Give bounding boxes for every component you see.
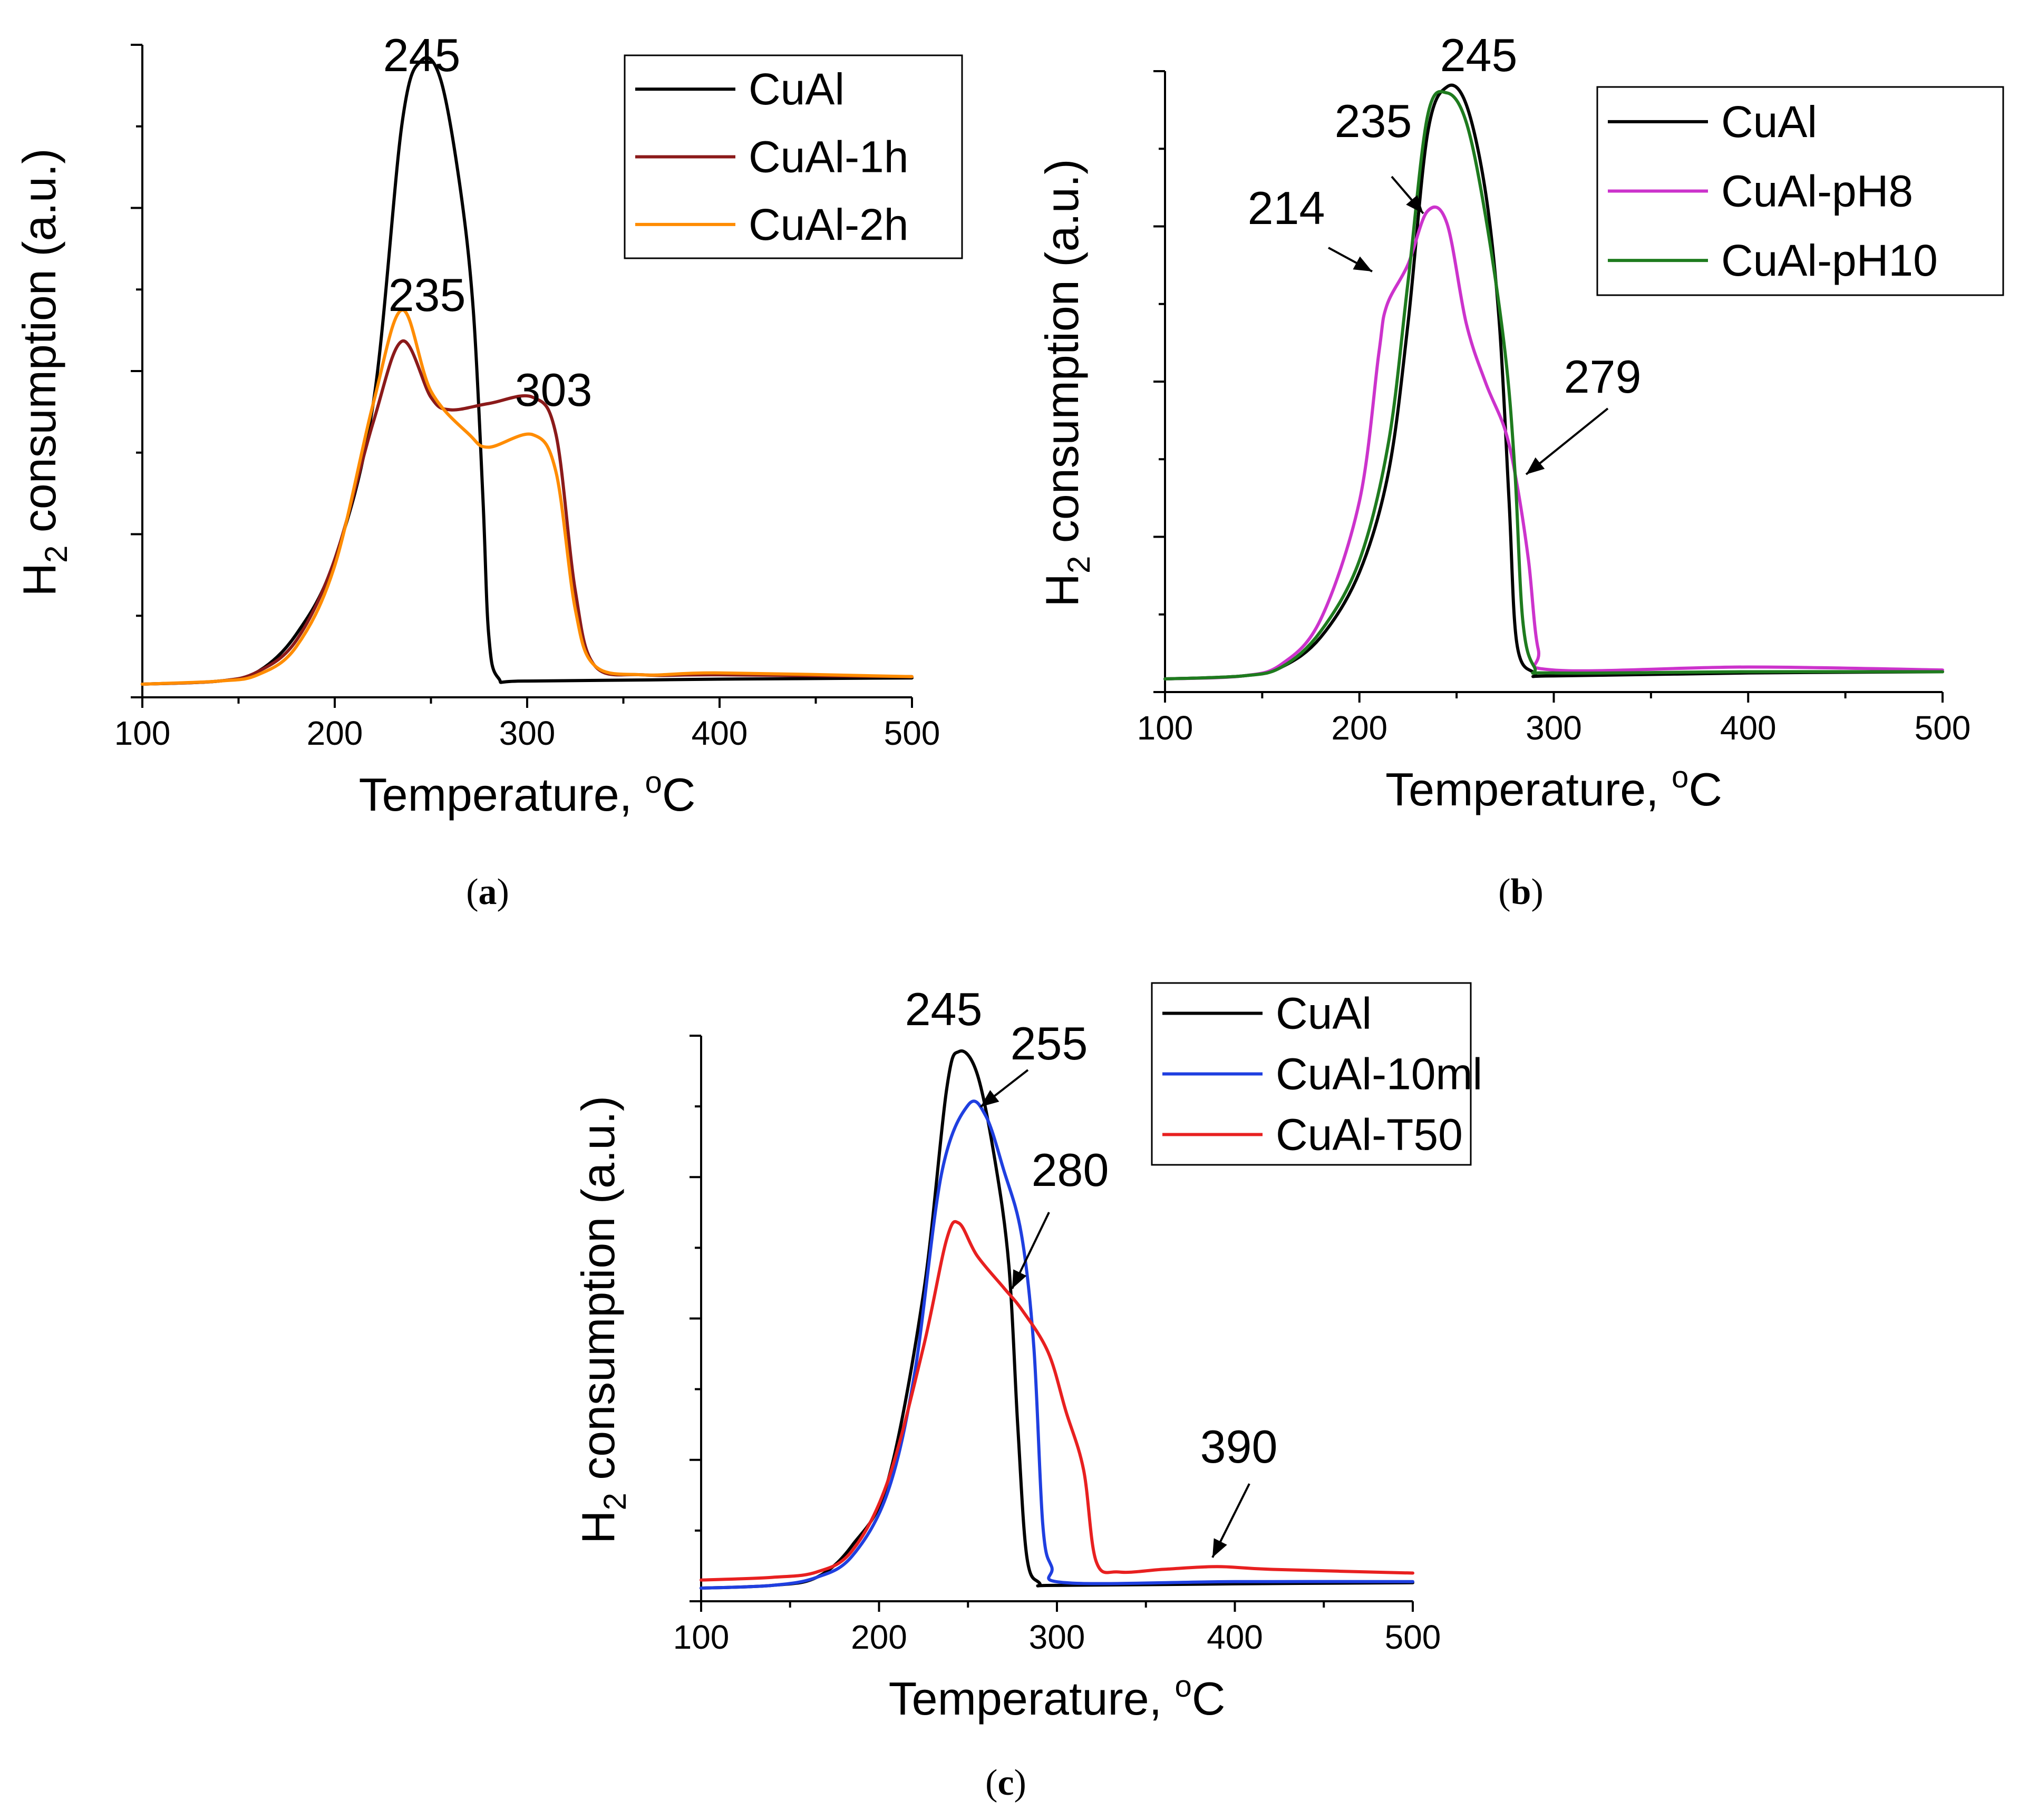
y-axis-label: H2 consumption (a.u.) (572, 1096, 633, 1544)
x-axis-label-text: Temperature, (359, 768, 645, 821)
x-tick-label: 200 (851, 1618, 907, 1656)
panel-label-open: ( (466, 872, 478, 912)
peak-annotation: 280 (1032, 1144, 1109, 1196)
x-axis-label-text: Temperature, (1385, 763, 1672, 815)
x-tick-label: 300 (1029, 1618, 1085, 1656)
y-axis-label-rest: consumption (a.u.) (572, 1096, 624, 1493)
x-tick-label: 500 (884, 714, 940, 752)
x-axis-label-unit: C (662, 768, 696, 821)
x-axis-label-unit: C (1192, 1672, 1226, 1725)
panel-label-open: ( (985, 1763, 997, 1803)
x-axis-label-sup: o (1175, 1669, 1192, 1704)
peak-annotation: 303 (515, 364, 593, 416)
panel-label-letter: c (997, 1763, 1014, 1803)
panel-label-close: ) (497, 872, 509, 912)
legend-label: CuAl-2h (749, 200, 908, 249)
legend-label: CuAl (1721, 97, 1817, 147)
x-axis-label-sup: o (1672, 760, 1688, 794)
panel-label-letter: b (1511, 872, 1531, 912)
legend-label: CuAl-pH10 (1721, 236, 1938, 285)
x-axis-label: Temperature, oC (1385, 760, 1722, 815)
x-tick-label: 400 (692, 714, 748, 752)
x-axis-label-sup: o (645, 765, 662, 800)
panel-label-open: ( (1498, 872, 1510, 912)
x-tick-label: 400 (1720, 709, 1777, 747)
panel-a: 100 200 300 400 500 Temperature, oC H2 consump… (13, 29, 963, 912)
panel-c: 100 200 300 400 500 Temperature, oC H2 consump… (572, 982, 1482, 1803)
x-tick-label: 500 (1385, 1618, 1441, 1656)
peak-annotation: 255 (1011, 1017, 1088, 1069)
panel-label: (a) (466, 872, 509, 912)
peak-annotation: 245 (383, 29, 461, 81)
y-axis-label-sub: 2 (597, 1493, 633, 1510)
y-axis-label-rest: consumption (a.u.) (1036, 159, 1088, 556)
x-tick-label: 300 (1526, 709, 1582, 747)
legend-label: CuAl-T50 (1276, 1110, 1463, 1160)
annotation-arrowhead (1406, 195, 1423, 213)
annotation-arrowhead (1212, 1538, 1227, 1558)
panel-label-close: ) (1531, 872, 1543, 912)
series-line-cual-10ml (700, 1099, 1414, 1590)
series-line-cual (700, 1049, 1414, 1590)
annotation-arrowhead (1012, 1269, 1027, 1289)
series-line-cual (1163, 83, 1944, 680)
y-axis-label-main: H (572, 1511, 624, 1544)
panel-label: (c) (985, 1763, 1026, 1803)
x-tick-label: 100 (114, 714, 171, 752)
series-line-cual-ph8 (1163, 205, 1944, 680)
x-tick-label: 100 (1137, 709, 1193, 747)
legend-label: CuAl (1276, 989, 1372, 1038)
peak-annotation: 245 (1440, 29, 1518, 81)
panel-label-letter: a (479, 872, 497, 912)
legend-label: CuAl-1h (749, 132, 908, 182)
y-axis-label-main: H (13, 563, 65, 597)
y-axis-label: H2 consumption (a.u.) (1036, 159, 1096, 607)
y-axis-label: H2 consumption (a.u.) (13, 148, 74, 596)
annotation-arrowhead (981, 1090, 999, 1107)
peak-annotation: 235 (389, 269, 466, 321)
x-tick-label: 200 (307, 714, 363, 752)
peak-annotation: 214 (1248, 182, 1325, 234)
annotation-arrowhead (1526, 457, 1545, 474)
x-axis-label-text: Temperature, (889, 1672, 1175, 1725)
series-line-cual-t50 (700, 1220, 1414, 1582)
y-axis-label-rest: consumption (a.u.) (13, 148, 65, 545)
y-axis-label-sub: 2 (38, 546, 74, 563)
series-line-cual-ph10 (1163, 90, 1944, 680)
x-axis-label: Temperature, oC (889, 1669, 1226, 1725)
series-line-cual (141, 56, 914, 686)
x-tick-label: 300 (499, 714, 556, 752)
x-axis-label: Temperature, oC (359, 765, 696, 821)
panel-label-close: ) (1014, 1763, 1026, 1803)
x-tick-label: 500 (1915, 709, 1971, 747)
legend-label: CuAl (749, 64, 845, 114)
peak-annotation: 235 (1335, 95, 1412, 147)
panel-label: (b) (1498, 872, 1544, 912)
series-line-cual-2h (141, 308, 914, 686)
panel-b: 100 200 300 400 500 Temperature, oC H2 consump… (1036, 29, 2004, 912)
x-tick-label: 100 (673, 1618, 730, 1656)
y-axis-label-main: H (1036, 573, 1088, 607)
legend-label: CuAl-10ml (1276, 1049, 1482, 1099)
peak-annotation: 390 (1200, 1420, 1278, 1473)
legend-label: CuAl-pH8 (1721, 167, 1913, 216)
peak-annotation: 279 (1564, 351, 1642, 403)
x-tick-label: 200 (1331, 709, 1387, 747)
x-axis-label-unit: C (1688, 763, 1722, 815)
peak-annotation: 245 (905, 983, 983, 1035)
y-axis-label-sub: 2 (1061, 556, 1096, 573)
x-tick-label: 400 (1207, 1618, 1263, 1656)
annotation-arrowhead (1353, 256, 1372, 271)
